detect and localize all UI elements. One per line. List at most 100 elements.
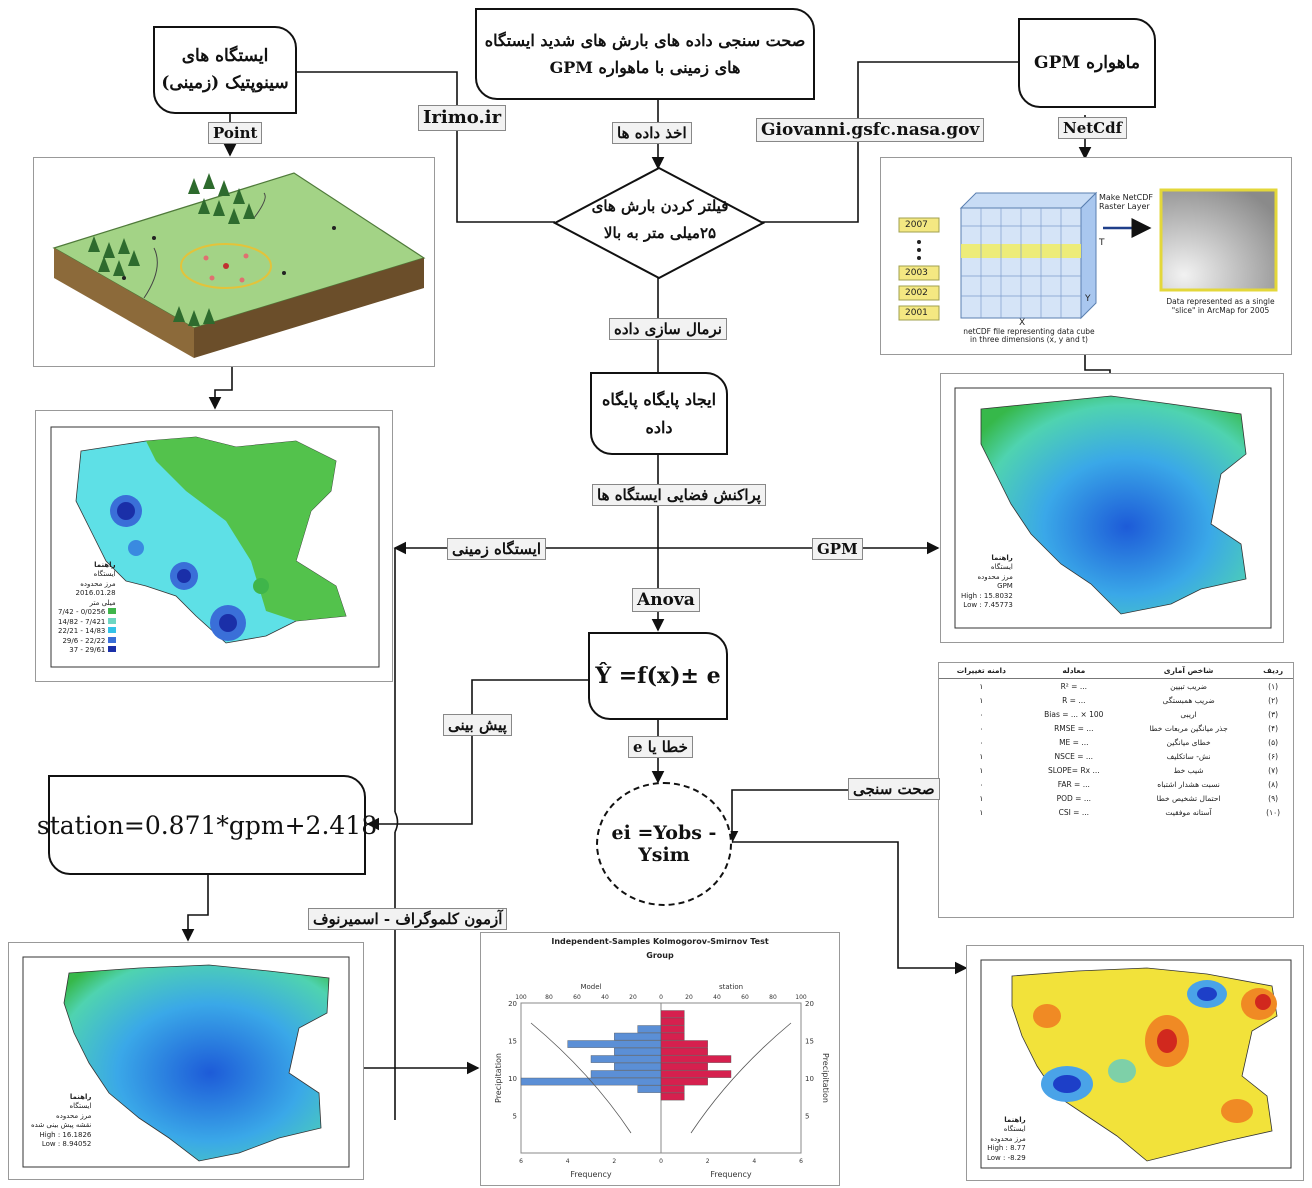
axis-y: Y xyxy=(1085,294,1091,304)
metrics-table: ردیف شاخص آماری معادله دامنه تغییرات (۱)… xyxy=(938,662,1294,918)
metric-formula: POD = ... xyxy=(1056,793,1091,803)
metric-range: ۱ xyxy=(979,793,984,803)
database-node: ایجاد پایگاه پایگاه داده xyxy=(590,372,728,455)
stations-node: ایستگاه های سینوپتیک (زمینی) xyxy=(153,26,297,114)
error-map-drawing xyxy=(980,959,1292,1169)
model-bar xyxy=(637,1025,662,1033)
ground-class-2-swatch xyxy=(107,617,116,624)
y-tick-left: 20 xyxy=(508,1000,517,1008)
y-tick-right: 20 xyxy=(805,1000,814,1008)
ground-station-map: راهنما ایستگاه مرز محدوده 2016.01.28 میل… xyxy=(35,410,393,682)
metric-name: ضریب تبیین xyxy=(1170,681,1208,691)
metric-range: ۱ xyxy=(979,751,984,761)
regression-legend-high: High : 16.1826 xyxy=(39,1130,92,1139)
metric-formula: ME = ... xyxy=(1059,737,1089,747)
normalize-label: نرمال سازی داده xyxy=(609,318,727,340)
caption-left: netCDF file representing data cube in th… xyxy=(963,327,1095,345)
metric-formula: SLOPE= Rx ... xyxy=(1047,765,1100,775)
x-tick-bottom: 4 xyxy=(752,1158,756,1165)
spatial-label: پراکنش فضایی ایستگاه ها xyxy=(592,484,766,506)
left-group-label: Model xyxy=(580,983,601,991)
regression-map-drawing xyxy=(22,956,350,1168)
y-tick-right: 10 xyxy=(805,1075,814,1083)
metric-formula: Bias = ... × 100 xyxy=(1044,709,1104,719)
x-tick-bottom: 2 xyxy=(612,1158,616,1165)
metric-index: (۱) xyxy=(1268,681,1279,691)
filter-line1: فیلتر کردن بارش های xyxy=(591,197,729,215)
y-tick-left: 15 xyxy=(508,1038,517,1046)
y-axis-label-right: Precipitation xyxy=(821,1053,830,1103)
metric-range: ۱ xyxy=(979,681,984,691)
ks-chart-subtitle: Group xyxy=(646,951,674,960)
station-bar xyxy=(660,1055,732,1063)
regression-map: راهنما ایستگاه مرز محدوده نقشه پیش بینی … xyxy=(8,942,364,1180)
metric-index: (۶) xyxy=(1268,751,1279,761)
metrics-header-range: دامنه تغییرات xyxy=(956,666,1006,675)
station-bar xyxy=(660,1062,708,1071)
x-tick-top: 60 xyxy=(573,994,581,1001)
ks-chart-title: Independent-Samples Kolmogorov-Smirnov T… xyxy=(551,937,769,946)
regression-legend-title: راهنما xyxy=(69,1093,92,1101)
x-tick-top: 80 xyxy=(769,994,777,1001)
metric-name: احتمال تشخیص خطا xyxy=(1156,793,1221,803)
metric-formula: CSI = ... xyxy=(1058,807,1089,817)
error-legend-boundary: مرز محدوده xyxy=(990,1134,1026,1143)
regression-legend-station: ایستگاه xyxy=(69,1102,92,1111)
metric-index: (۲) xyxy=(1268,695,1279,705)
make-layer-caption: Make NetCDF Raster Layer xyxy=(1099,193,1154,211)
metrics-header-n: ردیف xyxy=(1263,666,1284,675)
station-bar xyxy=(660,1032,685,1041)
giovanni-label: Giovanni.gsfc.nasa.gov xyxy=(756,118,985,143)
right-group-label: station xyxy=(719,983,743,991)
model-bar xyxy=(590,1070,662,1078)
caption-right: Data represented as a single "slice" in … xyxy=(1166,297,1275,315)
gpm-map-drawing xyxy=(954,387,1272,629)
netcdf-label: NetCdf xyxy=(1058,117,1128,139)
ground-class-5-label: 29/61 - 37 xyxy=(69,645,106,654)
metrics-row: (۲) ضریب همبستگی R = ... ۱ xyxy=(939,693,1293,707)
netcdf-drawing xyxy=(898,188,1278,321)
x-tick-top: 40 xyxy=(601,994,609,1001)
x-tick-top: 20 xyxy=(629,994,637,1001)
metric-range: ۰ xyxy=(979,779,984,789)
year-2002: 2002 xyxy=(905,288,928,298)
metric-range: ۱ xyxy=(979,695,984,705)
metric-name: شیب خط xyxy=(1173,765,1204,775)
ground-class-4-swatch xyxy=(107,636,116,643)
ground-class-2-label: 7/421 - 14/82 xyxy=(58,617,106,626)
gpm-legend-station: ایستگاه xyxy=(990,563,1013,572)
gpm-label: GPM xyxy=(812,538,863,560)
metric-formula: NSCE = ... xyxy=(1054,751,1094,761)
x-tick-bottom: 2 xyxy=(706,1158,710,1165)
regression-legend-boundary: مرز محدوده xyxy=(56,1111,92,1120)
netcdf-panel: 2007 2003 2002 2001 Make NetCDF Raster L… xyxy=(880,157,1292,355)
metric-range: ۱ xyxy=(979,807,984,817)
filter-text: فیلتر کردن بارش های ۲۵میلی متر به بالا xyxy=(590,193,730,247)
regression-legend-low: Low : 8.94052 xyxy=(41,1140,92,1149)
axis-x: X xyxy=(1019,318,1026,328)
y-tick-left: 10 xyxy=(508,1075,517,1083)
x-tick-bottom: 4 xyxy=(566,1158,570,1165)
ground-legend-field: میلی متر xyxy=(89,598,116,607)
y-tick-left: 5 xyxy=(513,1113,517,1121)
ground-class-3-swatch xyxy=(107,627,116,634)
ground-class-5: 29/61 - 37 xyxy=(58,645,116,655)
station-bar xyxy=(660,1017,685,1026)
metric-range: ۰ xyxy=(979,709,984,719)
regression-equation: station=0.871*gpm+2.418 xyxy=(36,810,378,840)
station-bar xyxy=(660,1047,708,1056)
x-tick-top: 100 xyxy=(795,994,807,1001)
metric-index: (۳) xyxy=(1268,709,1279,719)
x-tick-bottom: 0 xyxy=(659,1158,663,1165)
ground-class-1-label: 0/0256 - 7/42 xyxy=(58,608,106,617)
title-line1: صحت سنجی داده های بارش های شدید ایستگاه xyxy=(484,30,806,50)
metric-index: (۱۰) xyxy=(1266,807,1281,817)
x-axis-label-left: Frequency xyxy=(570,1170,612,1179)
metric-index: (۴) xyxy=(1268,723,1279,733)
metric-index: (۷) xyxy=(1268,765,1279,775)
ground-class-1-swatch xyxy=(107,608,116,615)
error-legend-station: ایستگاه xyxy=(1003,1125,1026,1134)
regression-legend-field: نقشه پیش بینی شده xyxy=(31,1121,92,1130)
metric-range: ۰ xyxy=(979,737,984,747)
